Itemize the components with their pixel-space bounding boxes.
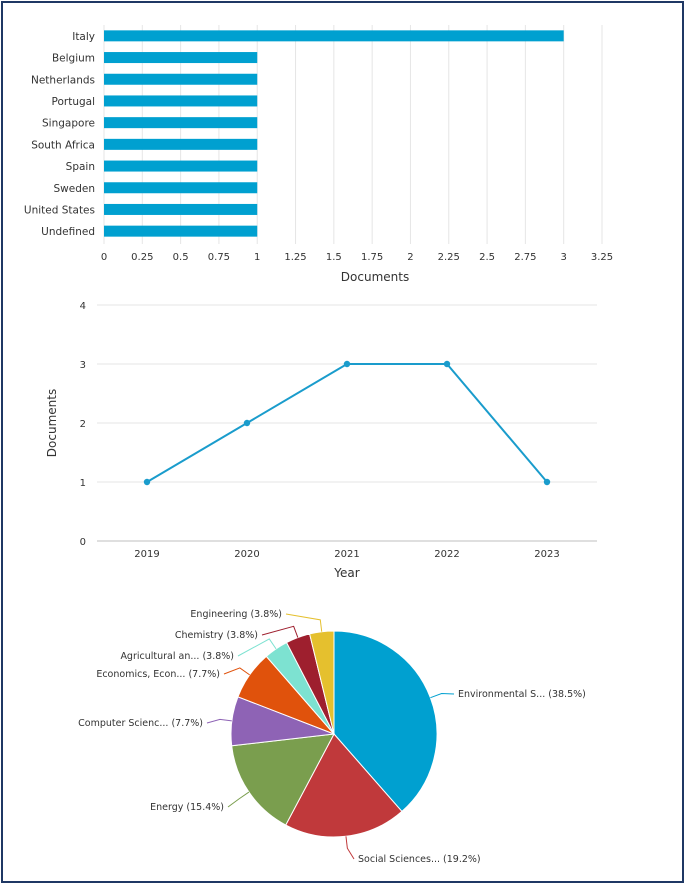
country-bar-chart: 0 0.25 0.5 0.75 1 1.25 1.5 1.75 2 2.25 2.5 2.75 3 3.2… <box>24 25 613 284</box>
bar <box>104 225 258 237</box>
y-tick-label: 0 <box>80 537 86 548</box>
subject-pie-chart: Environmental S... (38.5%) Social Science… <box>78 609 586 865</box>
bar <box>104 160 258 172</box>
slice-connector <box>206 718 232 724</box>
x-tick-label: 2.75 <box>514 252 536 263</box>
bar <box>104 52 258 64</box>
slice-connector <box>237 638 277 657</box>
slice-label: Environmental S... (38.5%) <box>458 689 586 700</box>
pie-slice <box>285 733 403 838</box>
x-tick-label: 0 <box>101 252 107 263</box>
category-label: Netherlands <box>31 74 95 86</box>
year-line-chart: 0 1 2 3 4 2019 2020 2021 2022 2023 Year Documents <box>45 301 597 580</box>
y-axis-title: Documents <box>45 389 59 457</box>
pie-slice <box>309 630 335 735</box>
data-point <box>443 360 451 368</box>
bar <box>104 117 258 129</box>
y-tick-label: 4 <box>80 301 86 312</box>
x-tick-label: 2.5 <box>479 252 495 263</box>
pie-slice <box>231 733 335 826</box>
x-tick-label: 2.25 <box>438 252 460 263</box>
y-tick-label: 3 <box>80 360 86 371</box>
x-tick-label: 2 <box>407 252 413 263</box>
category-label: Singapore <box>42 118 95 130</box>
x-tick-label: 3.25 <box>591 252 613 263</box>
slice-label: Social Sciences... (19.2%) <box>358 854 481 865</box>
data-point <box>143 478 151 486</box>
slice-connector <box>285 613 323 632</box>
bar <box>104 182 258 194</box>
slice-label: Economics, Econ... (7.7%) <box>96 669 220 680</box>
bar <box>104 95 258 107</box>
slice-label: Computer Scienc... (7.7%) <box>78 718 203 729</box>
slice-connector <box>345 836 355 860</box>
x-axis-title: Documents <box>341 270 409 284</box>
bar <box>104 73 258 85</box>
data-point <box>243 419 251 427</box>
category-label: Spain <box>66 161 95 173</box>
x-tick-label: 2019 <box>134 549 159 560</box>
x-tick-label: 0.25 <box>131 252 153 263</box>
x-tick-label: 1 <box>254 252 260 263</box>
slice-label: Chemistry (3.8%) <box>175 630 258 641</box>
category-label: Italy <box>72 31 95 43</box>
x-tick-label: 3 <box>561 252 567 263</box>
x-tick-label: 1.25 <box>284 252 306 263</box>
category-label: United States <box>24 204 95 216</box>
x-tick-label: 2021 <box>334 549 359 560</box>
pie-slice <box>333 630 438 813</box>
x-tick-label: 1.75 <box>361 252 383 263</box>
x-tick-label: 0.75 <box>208 252 230 263</box>
slice-label: Energy (15.4%) <box>150 802 224 813</box>
category-label: Belgium <box>52 53 95 65</box>
slice-connector <box>227 791 250 808</box>
data-point <box>343 360 351 368</box>
data-point <box>543 478 551 486</box>
y-tick-label: 2 <box>80 419 86 430</box>
slice-connector <box>261 625 299 638</box>
bar <box>104 203 258 215</box>
category-label: South Africa <box>31 139 95 151</box>
x-tick-label: 2022 <box>434 549 459 560</box>
bar <box>104 30 564 42</box>
slice-connector <box>430 692 455 699</box>
y-tick-label: 1 <box>80 478 86 489</box>
x-axis-title: Year <box>333 566 359 580</box>
slice-label: Agricultural an... (3.8%) <box>120 651 234 662</box>
category-label: Sweden <box>54 183 96 195</box>
x-tick-label: 2020 <box>234 549 259 560</box>
x-tick-label: 0.5 <box>173 252 189 263</box>
category-label: Undefined <box>41 226 95 238</box>
bar <box>104 138 258 150</box>
slice-label: Engineering (3.8%) <box>190 609 282 620</box>
x-tick-label: 2023 <box>534 549 559 560</box>
x-tick-label: 1.5 <box>326 252 342 263</box>
category-label: Portugal <box>52 96 96 108</box>
slice-connector <box>223 667 250 676</box>
